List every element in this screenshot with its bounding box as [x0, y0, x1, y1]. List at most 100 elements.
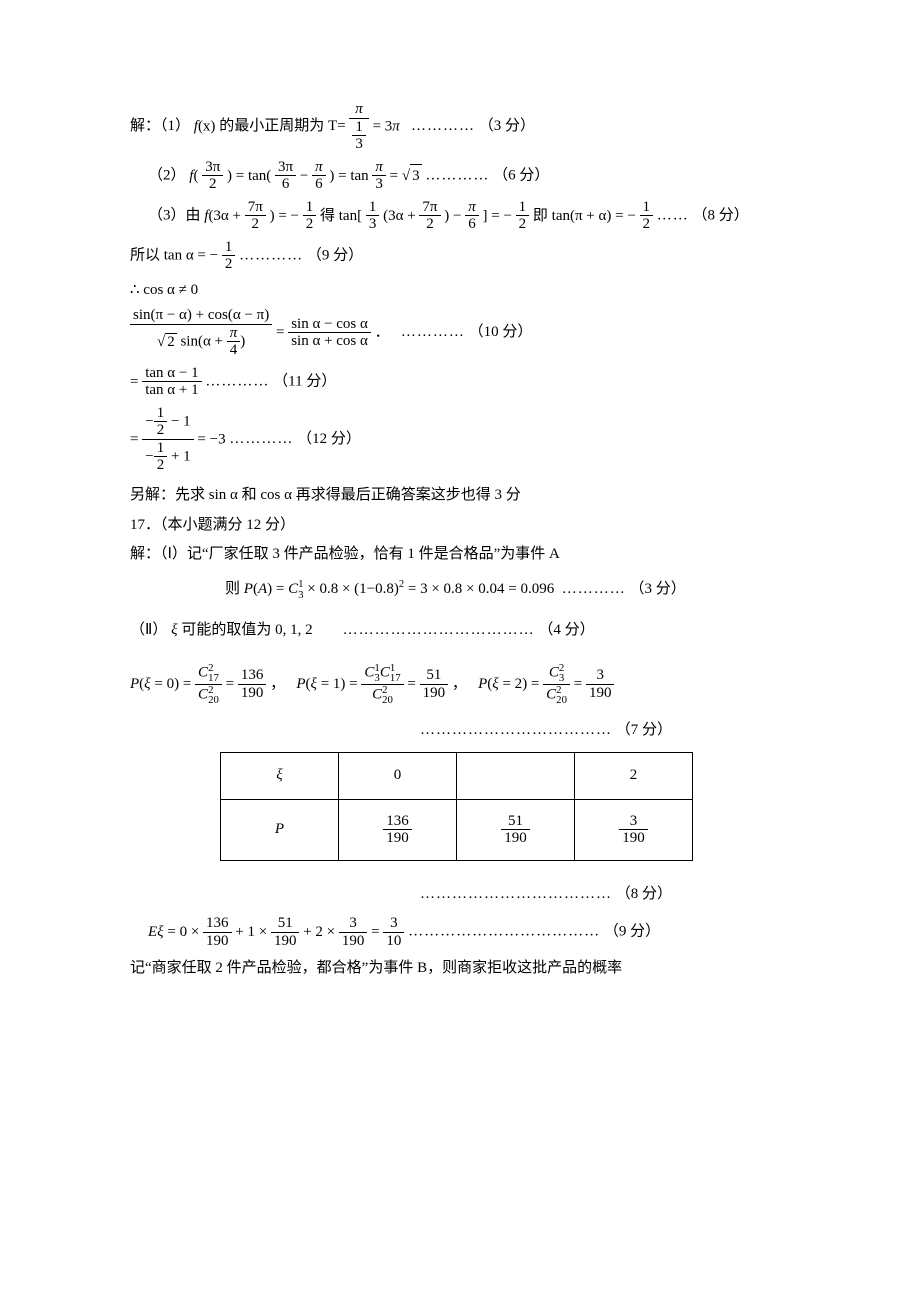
radicand: 2	[165, 333, 177, 351]
num: tan α − 1	[142, 365, 201, 382]
big-frac-right: sin α − cos α sin α + cos α	[288, 316, 371, 350]
p17-last: 记“商家任取 2 件产品检验，都合格”为事件 B，则商家拒收这批产品的概率	[130, 957, 810, 980]
p17-title: 17．（本小题满分 12 分）	[130, 514, 810, 537]
fx-x: (x)	[198, 118, 216, 134]
p17-line1: 解：（Ⅰ）记“厂家任取 3 件产品检验，恰有 1 件是合格品”为事件 A	[130, 543, 810, 566]
p17-score8: ……………………………… （8 分）	[420, 883, 810, 906]
num: sin α − cos α	[288, 316, 371, 333]
den: 190	[339, 932, 368, 950]
p17-expect: Eξ = 0 × 136190 + 1 × 51190 + 2 × 3190 =…	[148, 915, 810, 949]
den: 3	[352, 135, 366, 153]
den: 2	[202, 175, 223, 193]
text: 则	[225, 581, 244, 597]
num: 3π	[205, 159, 220, 175]
dots: …………	[401, 324, 465, 340]
den: 2	[640, 215, 654, 233]
cell: 2	[575, 752, 693, 799]
num: 136	[238, 667, 267, 684]
score: （8 分）	[616, 886, 672, 902]
table-row: ξ 0 2	[221, 752, 693, 799]
A: A	[258, 581, 267, 597]
text: ) = tan(	[227, 167, 271, 183]
dots: ……	[657, 207, 689, 223]
text: ) = tan	[329, 167, 368, 183]
num: 1	[154, 440, 168, 457]
eq: =	[130, 431, 142, 447]
num: 7π	[419, 199, 440, 216]
num: 1	[303, 199, 317, 216]
den: 4	[227, 341, 241, 359]
text: × 0.8 × (1−0.8)	[307, 581, 399, 597]
num: 51	[420, 667, 449, 684]
den: 6	[312, 175, 326, 193]
score: （6 分）	[493, 167, 549, 183]
num: 3π	[278, 159, 293, 175]
cell: P	[275, 821, 284, 837]
paren-eq: ) =	[340, 676, 361, 692]
xi: ξ	[157, 924, 163, 940]
minus: −	[145, 413, 153, 429]
result: = −3	[197, 431, 225, 447]
text: = 3	[373, 118, 393, 134]
den: 190	[238, 684, 267, 702]
den: 190	[619, 829, 648, 847]
paren-eq: ) =	[267, 581, 288, 597]
sub: 17	[208, 673, 219, 683]
den: sin α + cos α	[288, 332, 371, 350]
text: 的最小正周期为 T=	[219, 118, 345, 134]
den: 2	[516, 215, 530, 233]
text: (3α +	[383, 207, 419, 223]
dots: …………	[411, 118, 475, 134]
p16-line1: 解：（1） f(x) 的最小正周期为 T= π 1 3 = 3π ………… （3…	[130, 101, 810, 153]
frac-pi-over-onethird: π 1 3	[349, 101, 369, 153]
p16-line8: = −12 − 1 −12 + 1 = −3 ………… （12 分）	[130, 405, 810, 474]
p16-line4: 所以 tan α = − 12 ………… （9 分）	[130, 239, 810, 273]
text: 即 tan(π + α) = −	[533, 207, 636, 223]
sub: 17	[390, 673, 401, 683]
text: sin(α +	[177, 333, 227, 349]
C: C	[288, 581, 298, 597]
den: 2	[154, 456, 168, 474]
num: 7π	[245, 199, 266, 216]
den: 3	[372, 175, 386, 193]
sub: 20	[208, 695, 219, 705]
p17-line3: （Ⅱ） ξ 可能的取值为 0, 1, 2 ……………………………… （4 分）	[130, 619, 810, 642]
score: （3 分）	[629, 581, 685, 597]
p16-line7: = tan α − 1tan α + 1 ………… （11 分）	[130, 365, 810, 399]
text: = 3 × 0.8 × 0.04 = 0.096	[404, 581, 554, 597]
paren-eq: ) =	[522, 676, 543, 692]
den: 190	[420, 684, 449, 702]
big-frac-left: sin(π − α) + cos(α − π) √2 sin(α + π4)	[130, 307, 272, 359]
eq: =	[276, 325, 288, 341]
num: sin(π − α) + cos(α − π)	[130, 307, 272, 324]
num: 51	[271, 915, 300, 932]
num: π	[375, 159, 383, 175]
score: （12 分）	[297, 430, 361, 446]
P: P	[296, 676, 305, 692]
text: ] = −	[482, 207, 511, 223]
den: 3	[366, 215, 380, 233]
score: （9 分）	[307, 247, 363, 263]
P: P	[244, 581, 253, 597]
P: P	[478, 676, 487, 692]
num: 136	[203, 915, 232, 932]
num: 1	[516, 199, 530, 216]
comma: ，	[452, 676, 467, 692]
text: + 1 ×	[235, 924, 271, 940]
score: （10 分）	[469, 324, 533, 340]
score: （7 分）	[616, 722, 672, 738]
text: 得 tan[	[320, 207, 362, 223]
minus: −	[145, 448, 153, 464]
p17-score7: ……………………………… （7 分）	[420, 719, 810, 742]
sub: 20	[556, 695, 567, 705]
p17-line2: 则 P(A) = C13 × 0.8 × (1−0.8)2 = 3 × 0.8 …	[225, 577, 810, 601]
text: ) −	[444, 207, 465, 223]
text: 可能的取值为 0, 1, 2	[181, 622, 312, 638]
dots: ………………………………	[343, 622, 535, 638]
den: 190	[383, 829, 412, 847]
text: （Ⅱ）	[130, 622, 167, 638]
E: E	[148, 924, 157, 940]
den: 190	[501, 829, 530, 847]
den: 10	[383, 932, 404, 950]
den: 2	[303, 215, 317, 233]
